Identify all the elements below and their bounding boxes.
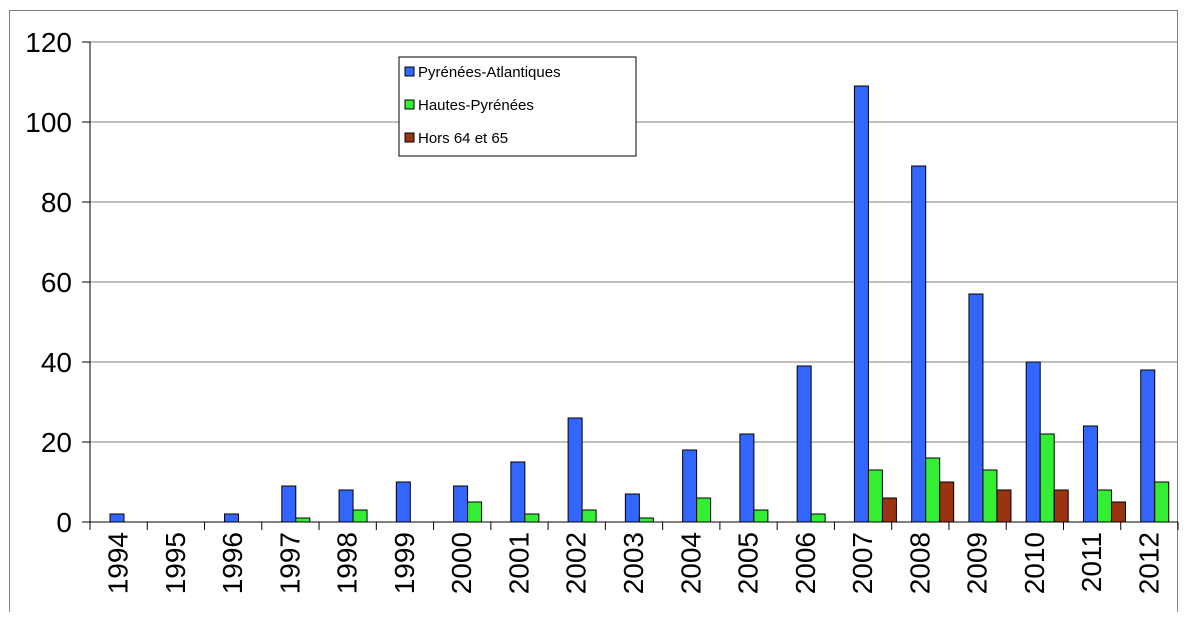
x-tick-label: 2006 xyxy=(790,532,821,594)
bar xyxy=(295,517,311,523)
bar xyxy=(1110,501,1126,523)
legend: Pyrénées-Atlantiques Hautes-Pyrénées Hors … xyxy=(398,56,637,157)
bar xyxy=(982,469,998,523)
x-tick-label: 1994 xyxy=(103,532,134,594)
bar xyxy=(1140,369,1156,523)
y-tick-label: 60 xyxy=(41,267,72,298)
y-tick-labels: 0 20 40 60 80 100 120 xyxy=(25,27,72,538)
bar xyxy=(624,493,640,523)
bar xyxy=(796,365,812,523)
bar xyxy=(1082,425,1098,523)
x-tick-label: 2008 xyxy=(904,532,935,594)
y-tick-label: 100 xyxy=(25,107,72,138)
bar xyxy=(911,165,927,523)
x-tick-label: 2007 xyxy=(847,532,878,594)
x-tick-label: 1999 xyxy=(389,532,420,594)
x-tick-label: 2004 xyxy=(675,532,706,594)
bar xyxy=(224,513,240,523)
bar xyxy=(467,501,483,523)
bar xyxy=(867,469,883,523)
bar xyxy=(567,417,583,523)
bar xyxy=(739,433,755,523)
x-tick-label: 1995 xyxy=(160,532,191,594)
bar xyxy=(682,449,698,523)
x-tick-label: 2000 xyxy=(446,532,477,594)
legend-box xyxy=(398,56,637,157)
x-tick-label: 2001 xyxy=(503,532,534,594)
x-tick-label: 2010 xyxy=(1019,532,1050,594)
bar xyxy=(753,509,769,523)
bar xyxy=(1025,361,1041,523)
legend-swatch xyxy=(404,132,415,143)
bar xyxy=(581,509,597,523)
x-tick-label: 1998 xyxy=(332,532,363,594)
bar xyxy=(853,85,869,523)
bars xyxy=(109,85,1170,523)
legend-swatch xyxy=(404,99,415,110)
bar xyxy=(968,293,984,523)
chart-frame xyxy=(9,10,1178,612)
bar xyxy=(1096,489,1112,523)
x-tick-label: 2009 xyxy=(962,532,993,594)
bar xyxy=(453,485,469,523)
x-tick-label: 2002 xyxy=(561,532,592,594)
legend-label: Hors 64 et 65 xyxy=(418,130,508,147)
bar xyxy=(352,509,368,523)
bar xyxy=(109,513,125,523)
bar xyxy=(1154,481,1170,523)
bar xyxy=(1053,489,1069,523)
bar xyxy=(638,517,654,523)
x-tick-label: 2011 xyxy=(1076,532,1107,592)
y-tick-label: 0 xyxy=(56,507,72,538)
bar xyxy=(996,489,1012,523)
x-tick-label: 1996 xyxy=(217,532,248,594)
bar xyxy=(925,457,941,523)
legend-label: Pyrénées-Atlantiques xyxy=(418,64,561,81)
y-tick-label: 40 xyxy=(41,347,72,378)
legend-swatch xyxy=(404,66,415,77)
y-tick-label: 20 xyxy=(41,427,72,458)
x-tick-label: 2005 xyxy=(733,532,764,594)
bar xyxy=(281,485,297,523)
bar xyxy=(524,513,540,523)
bar xyxy=(810,513,826,523)
axes xyxy=(82,41,1179,530)
x-tick-labels: 1994 1995 1996 1997 1998 1999 2000 2001 2002 2003… xyxy=(103,532,1165,594)
x-tick-label: 2003 xyxy=(618,532,649,594)
legend-label: Hautes-Pyrénées xyxy=(418,97,534,114)
bar xyxy=(395,481,411,523)
bar xyxy=(939,481,955,523)
bar xyxy=(696,497,712,523)
bar xyxy=(881,497,897,523)
x-tick-label: 2012 xyxy=(1133,532,1164,594)
bar xyxy=(338,489,354,523)
bar xyxy=(1039,433,1055,523)
y-tick-label: 80 xyxy=(41,187,72,218)
y-tick-label: 120 xyxy=(25,27,72,58)
bar xyxy=(510,461,526,523)
x-tick-label: 1997 xyxy=(274,532,305,594)
